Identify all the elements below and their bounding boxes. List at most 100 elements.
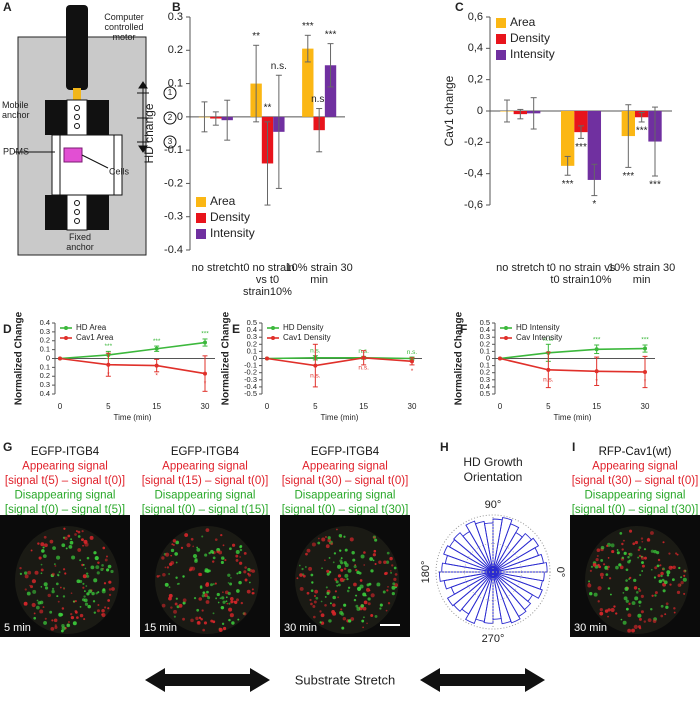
signal-speck <box>51 572 55 577</box>
signal-speck <box>621 542 624 546</box>
signal-speck <box>63 527 66 530</box>
signal-speck <box>384 572 388 576</box>
signal-speck <box>353 565 357 569</box>
signal-speck <box>387 585 389 588</box>
signal-speck <box>637 556 640 559</box>
signal-speck <box>52 546 56 551</box>
y-tick-label: -0.4 <box>164 244 183 256</box>
signal-speck <box>248 581 251 584</box>
signal-speck <box>85 572 89 575</box>
signal-speck <box>42 546 45 549</box>
significance-label: *** <box>641 337 649 344</box>
signal-speck <box>363 616 365 619</box>
signal-speck <box>104 558 108 562</box>
signal-speck <box>394 583 399 588</box>
signal-speck <box>204 553 208 557</box>
signal-speck <box>251 592 254 595</box>
signal-speck <box>42 606 45 608</box>
signal-speck <box>622 592 625 594</box>
bar <box>324 65 337 117</box>
signal-speck <box>220 605 225 610</box>
signal-speck <box>299 573 303 577</box>
signal-speck <box>236 572 239 575</box>
significance-label: * <box>592 199 596 210</box>
rose-sector <box>448 539 494 573</box>
appearing-formula: [signal t(5) – signal t(0)] <box>5 475 125 487</box>
x-tick-label: 15 <box>152 402 161 411</box>
signal-speck <box>174 552 178 556</box>
signal-speck <box>230 577 232 579</box>
signal-speck <box>621 556 625 560</box>
signal-speck <box>332 595 336 600</box>
significance-label: * <box>107 371 110 378</box>
signal-speck <box>83 595 86 598</box>
x-tick-label: 0 <box>498 402 503 411</box>
signal-speck <box>62 568 66 571</box>
signal-speck <box>374 562 377 566</box>
signal-speck <box>638 626 642 630</box>
signal-speck <box>658 579 663 584</box>
signal-speck <box>101 608 105 613</box>
signal-speck <box>197 621 201 624</box>
signal-speck <box>42 554 47 558</box>
y-tick-label: -0.3 <box>164 211 183 223</box>
signal-speck <box>647 537 650 540</box>
signal-speck <box>653 576 657 579</box>
y-tick-label: 0.3 <box>480 375 490 384</box>
signal-speck <box>676 553 679 556</box>
signal-speck <box>662 568 664 571</box>
x-tick-label: 5 <box>313 402 318 411</box>
signal-speck <box>385 609 388 612</box>
signal-speck <box>182 575 185 578</box>
y-tick-label: 0.5 <box>480 389 490 398</box>
signal-speck <box>74 600 77 603</box>
panel-label: A <box>3 0 12 14</box>
signal-speck <box>343 567 347 570</box>
appearing-label: Appearing signal <box>302 461 388 473</box>
signal-speck <box>650 531 654 535</box>
signal-speck <box>347 568 352 573</box>
significance-label: *** <box>325 29 337 40</box>
signal-speck <box>94 556 99 561</box>
x-tick-label: 15 <box>359 402 368 411</box>
signal-speck <box>65 547 68 550</box>
signal-speck <box>370 593 375 598</box>
signal-speck <box>178 603 183 608</box>
signal-speck <box>374 614 378 618</box>
chart-title: HD Growth Orientation <box>463 455 523 484</box>
signal-speck <box>683 592 686 595</box>
data-point <box>265 356 269 361</box>
y-tick-label: 0 <box>46 353 50 362</box>
cells-pointer <box>81 154 109 169</box>
signal-speck <box>654 566 658 570</box>
signal-speck <box>170 561 175 565</box>
signal-speck <box>607 565 610 569</box>
signal-speck <box>225 600 228 603</box>
signal-speck <box>201 609 204 612</box>
signal-speck <box>61 543 66 548</box>
signal-speck <box>186 543 191 548</box>
y-tick-label: 0.3 <box>168 11 183 23</box>
signal-speck <box>393 566 397 570</box>
signal-speck <box>173 615 176 618</box>
signal-speck <box>595 557 599 562</box>
signal-speck <box>321 537 326 542</box>
stretcher-schematic: 1 2 3 PDMS Cells <box>3 5 177 256</box>
signal-speck <box>175 576 178 579</box>
signal-speck <box>68 544 73 549</box>
panel-label: G <box>3 440 12 454</box>
legend-marker <box>64 336 68 340</box>
signal-speck <box>83 618 86 621</box>
signal-speck <box>198 597 202 601</box>
signal-speck <box>641 570 644 572</box>
signal-speck <box>301 567 304 571</box>
signal-speck <box>597 586 602 591</box>
signal-speck <box>231 543 236 547</box>
signal-speck <box>680 576 683 579</box>
signal-speck <box>654 594 657 597</box>
signal-speck <box>665 605 669 609</box>
significance-label: n.s. <box>407 349 418 356</box>
signal-speck <box>640 610 644 614</box>
signal-speck <box>640 594 644 598</box>
signal-speck <box>373 549 377 553</box>
